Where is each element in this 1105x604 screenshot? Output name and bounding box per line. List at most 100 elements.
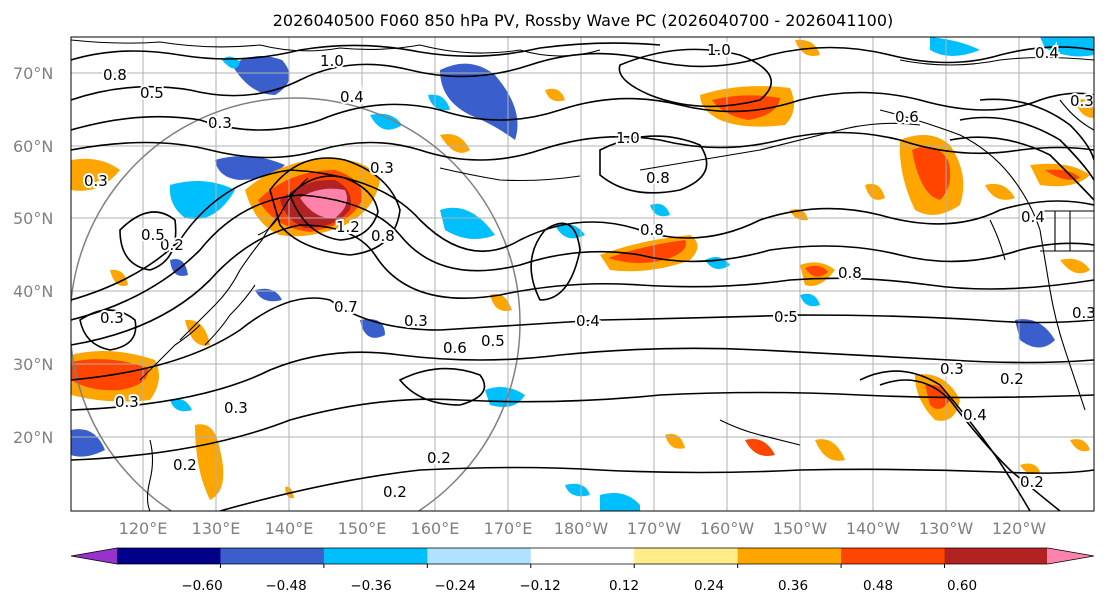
contour-label: 0.8 (646, 169, 670, 187)
pv-contours (71, 42, 1094, 511)
anomaly-negative (800, 293, 820, 307)
colorbar-segment (634, 548, 739, 564)
colorbar-segment (944, 548, 1049, 564)
contour-label: 0.2 (427, 449, 451, 467)
map-area: 1.0 1.0 0.4 0.3 0.8 0.5 0.6 1.0 0.8 0.3 … (71, 37, 1096, 511)
colorbar-tick-labels: −0.60 −0.48 −0.36 −0.24 −0.12 0.12 0.24 … (181, 578, 977, 594)
lat-label: 20°N (13, 428, 53, 447)
anomaly-negative (600, 492, 640, 511)
contour-label: 0.3 (404, 312, 428, 330)
lat-label: 60°N (13, 137, 53, 156)
colorbar-outline (70, 547, 1095, 565)
contour-label: 0.4 (340, 88, 364, 106)
figure-title: 2026040500 F060 850 hPa PV, Rossby Wave … (273, 11, 894, 30)
colorbar-tick-label: −0.12 (519, 578, 560, 594)
anomaly-negative (440, 63, 518, 140)
colorbar-tick-label: −0.48 (265, 578, 306, 594)
contour-label: 0.8 (838, 264, 862, 282)
contour-label: 0.2 (383, 483, 407, 501)
contour-label: 0.4 (963, 406, 987, 424)
anomaly-positive (71, 158, 120, 191)
lon-label: 170°E (484, 519, 533, 538)
contour-label: 0.2 (173, 456, 197, 474)
contour-label: 0.3 (1072, 304, 1096, 322)
lon-label: 160°E (411, 519, 460, 538)
colorbar-segment (530, 548, 635, 564)
anomaly-negative (71, 429, 105, 457)
contour-label: 0.3 (115, 393, 139, 411)
anomaly-negative (232, 56, 290, 95)
contour-label: 1.0 (616, 129, 640, 147)
lon-label: 120°W (992, 519, 1047, 538)
colorbar-segment (841, 548, 946, 564)
contour-label: 0.8 (371, 227, 395, 245)
contour-label: 0.5 (141, 226, 165, 244)
colorbar: −0.60 −0.48 −0.36 −0.24 −0.12 0.12 0.24 … (70, 547, 1095, 594)
contour-label: 0.3 (84, 172, 108, 190)
radius-circle (71, 97, 521, 511)
anomaly-negative (440, 207, 495, 239)
colorbar-segment (737, 548, 842, 564)
colorbar-tick-label: 0.60 (947, 578, 977, 594)
anomaly-positive (805, 265, 828, 277)
anomaly-positive (1060, 258, 1090, 274)
contour-label: 0.2 (160, 236, 184, 254)
anomaly-positive (912, 146, 951, 200)
colorbar-tick-label: 0.36 (778, 578, 808, 594)
lat-label: 40°N (13, 282, 53, 301)
anomaly-negative (255, 288, 282, 302)
anomaly-positive (1020, 463, 1040, 474)
colorbar-segment (427, 548, 532, 564)
anomaly-positive (865, 183, 885, 200)
anomaly-negative (169, 181, 235, 220)
map-frame (70, 36, 1095, 512)
contour-label: 1.2 (336, 218, 360, 236)
lon-label: 150°W (773, 519, 828, 538)
anomaly-negative (1015, 319, 1055, 348)
contour-label: 0.2 (1020, 473, 1044, 491)
contour-label: 1.0 (707, 41, 731, 59)
contour-label: 0.5 (140, 84, 164, 102)
contour-label: 0.2 (1000, 370, 1024, 388)
anomaly-negative (360, 319, 385, 338)
anomaly-positive (490, 294, 512, 311)
anomaly-negative (555, 223, 585, 239)
lat-label: 30°N (13, 355, 53, 374)
anomaly-positive (185, 319, 210, 346)
anomaly-positive (712, 95, 780, 120)
contour-label: 0.4 (1021, 208, 1045, 226)
lon-label: 120°E (119, 519, 168, 538)
colorbar-segment (117, 548, 222, 564)
contour-label: 0.6 (443, 339, 467, 357)
contour-label: 0.7 (334, 298, 358, 316)
anomaly-positive (985, 183, 1015, 200)
contour-label: 0.3 (370, 159, 394, 177)
colorbar-tick-label: 0.24 (694, 578, 724, 594)
contour-label: 0.4 (576, 312, 600, 330)
contour-label: 0.3 (224, 399, 248, 417)
colorbar-tick-label: 0.12 (609, 578, 639, 594)
anomaly-positive (545, 88, 565, 102)
contour-label: 0.6 (895, 108, 919, 126)
colorbar-segment (220, 548, 325, 564)
lat-label: 70°N (13, 64, 53, 83)
lon-label: 140°E (265, 519, 314, 538)
longitude-labels: 120°E 130°E 140°E 150°E 160°E 170°E 180°… (119, 519, 1047, 538)
contour-label: 0.3 (208, 114, 232, 132)
colorbar-tick-label: −0.36 (350, 578, 391, 594)
colorbar-extend-min (71, 548, 118, 564)
anomaly-positive (440, 134, 470, 153)
lon-label: 140°W (846, 519, 901, 538)
lon-label: 130°E (192, 519, 241, 538)
contour-label: 0.5 (481, 332, 505, 350)
anomaly-positive (110, 269, 128, 286)
contour-label: 0.8 (103, 66, 127, 84)
anomaly-positive (815, 439, 845, 461)
anomaly-negative (930, 37, 980, 56)
colorbar-extend-max (1047, 548, 1094, 564)
coastlines (71, 39, 1094, 511)
anomaly-positive (1075, 99, 1094, 118)
lon-label: 160°W (700, 519, 755, 538)
anomaly-positive (1070, 439, 1090, 452)
